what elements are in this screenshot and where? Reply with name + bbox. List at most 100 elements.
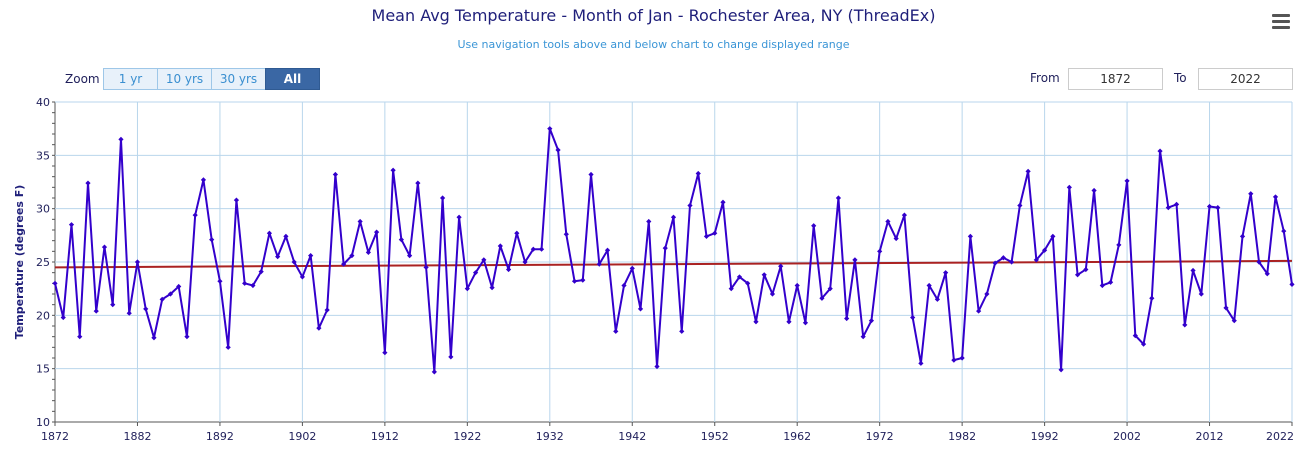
data-point: [893, 235, 899, 242]
data-point: [481, 257, 487, 263]
data-point: [959, 355, 965, 361]
data-point: [283, 233, 289, 239]
data-point: [266, 230, 273, 236]
x-tick-label: 1992: [1031, 430, 1059, 443]
data-point: [349, 253, 355, 259]
data-point: [646, 218, 652, 225]
data-point: [1239, 233, 1246, 239]
data-point: [308, 253, 314, 259]
data-point: [275, 254, 281, 260]
chart-subtitle: Use navigation tools above and below cha…: [457, 38, 850, 51]
data-point: [819, 295, 825, 301]
data-point: [910, 314, 916, 321]
data-point: [1223, 305, 1229, 311]
data-point: [299, 274, 305, 280]
to-label: To: [1174, 71, 1187, 85]
data-point: [1074, 272, 1081, 278]
data-point: [390, 167, 396, 173]
zoom-all-button[interactable]: All: [265, 68, 320, 90]
data-point: [505, 266, 512, 273]
y-tick-label: 30: [36, 203, 50, 216]
data-point: [1206, 203, 1213, 210]
data-point: [654, 363, 660, 370]
data-point: [1272, 194, 1279, 200]
data-point: [753, 319, 759, 325]
data-point: [712, 230, 718, 236]
data-point: [1066, 184, 1072, 190]
temperature-series: [52, 126, 1295, 375]
data-point: [472, 270, 479, 276]
data-point: [1198, 291, 1204, 297]
data-point: [1248, 191, 1254, 197]
data-point: [1281, 228, 1287, 234]
zoom-label: Zoom: [65, 72, 100, 86]
data-point: [258, 269, 264, 275]
data-point: [629, 265, 635, 271]
y-axis-title: Temperature (degrees F): [13, 185, 26, 339]
data-point: [555, 147, 561, 153]
y-tick-label: 40: [36, 96, 50, 109]
data-point: [110, 302, 116, 308]
data-point: [332, 171, 338, 178]
data-point: [720, 199, 726, 205]
data-point: [341, 261, 347, 267]
data-point: [1173, 201, 1180, 207]
data-point: [1083, 266, 1089, 273]
data-point: [316, 325, 322, 331]
y-axis: 10 15 20 25 30 35 40: [36, 96, 55, 429]
data-point: [159, 296, 165, 302]
zoom-1yr-button[interactable]: 1 yr: [103, 68, 158, 90]
data-point: [497, 243, 503, 249]
data-point: [1107, 279, 1114, 285]
data-point: [687, 202, 693, 209]
data-point: [1165, 205, 1171, 211]
data-point: [1215, 205, 1221, 211]
data-point: [464, 286, 470, 292]
x-tick-label: 1902: [288, 430, 316, 443]
data-point: [357, 218, 363, 225]
data-point: [835, 195, 842, 201]
data-point: [794, 282, 800, 289]
x-tick-label: 1892: [206, 430, 234, 443]
data-point: [52, 280, 58, 286]
data-point: [85, 180, 91, 186]
data-point: [1017, 202, 1023, 209]
data-point: [184, 334, 190, 340]
data-point: [745, 280, 751, 286]
zoom-10yrs-button[interactable]: 10 yrs: [157, 68, 212, 90]
data-point: [407, 253, 413, 259]
data-point: [588, 171, 594, 178]
to-date-input[interactable]: 2022: [1198, 68, 1293, 90]
y-tick-label: 35: [36, 149, 50, 162]
data-point: [398, 237, 404, 243]
hamburger-menu-icon[interactable]: [1272, 14, 1290, 30]
x-tick-label: 1912: [371, 430, 399, 443]
data-point: [192, 212, 198, 218]
data-point: [703, 233, 710, 239]
x-tick-label: 2022: [1266, 430, 1294, 443]
data-point: [1099, 282, 1105, 289]
data-point: [844, 315, 850, 322]
data-point: [786, 319, 792, 325]
from-date-input[interactable]: 1872: [1068, 68, 1163, 90]
data-point: [967, 233, 973, 239]
data-point: [118, 136, 124, 142]
data-point: [448, 354, 454, 360]
data-point: [522, 259, 528, 265]
data-point: [126, 310, 132, 316]
chart-title: Mean Avg Temperature - Month of Jan - Ro…: [371, 6, 936, 25]
data-point: [1190, 267, 1196, 274]
x-tick-label: 1972: [866, 430, 894, 443]
x-tick-label: 1962: [783, 430, 811, 443]
data-point: [926, 282, 932, 289]
data-point: [291, 259, 297, 265]
y-tick-label: 10: [36, 416, 50, 429]
x-tick-label: 1942: [618, 430, 646, 443]
data-point: [662, 245, 668, 251]
data-point: [778, 263, 784, 269]
from-label: From: [1030, 71, 1060, 85]
data-point: [868, 318, 875, 324]
data-point: [547, 126, 553, 132]
x-tick-label: 1882: [123, 430, 151, 443]
data-point: [1091, 187, 1097, 194]
